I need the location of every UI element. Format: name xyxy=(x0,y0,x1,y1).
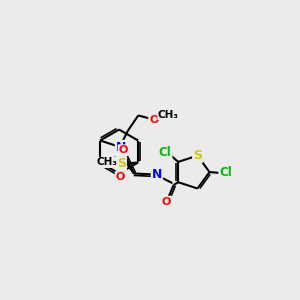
Text: O: O xyxy=(162,196,171,207)
Text: S: S xyxy=(193,149,202,162)
Text: N: N xyxy=(152,168,162,181)
Text: S: S xyxy=(116,149,125,162)
Text: Cl: Cl xyxy=(159,146,172,159)
Text: CH₃: CH₃ xyxy=(158,110,179,119)
Text: N: N xyxy=(116,141,126,154)
Text: Cl: Cl xyxy=(219,166,232,178)
Text: O: O xyxy=(118,145,128,155)
Text: S: S xyxy=(117,157,126,170)
Text: CH₃: CH₃ xyxy=(97,158,118,167)
Text: O: O xyxy=(116,172,125,182)
Text: O: O xyxy=(149,115,158,124)
